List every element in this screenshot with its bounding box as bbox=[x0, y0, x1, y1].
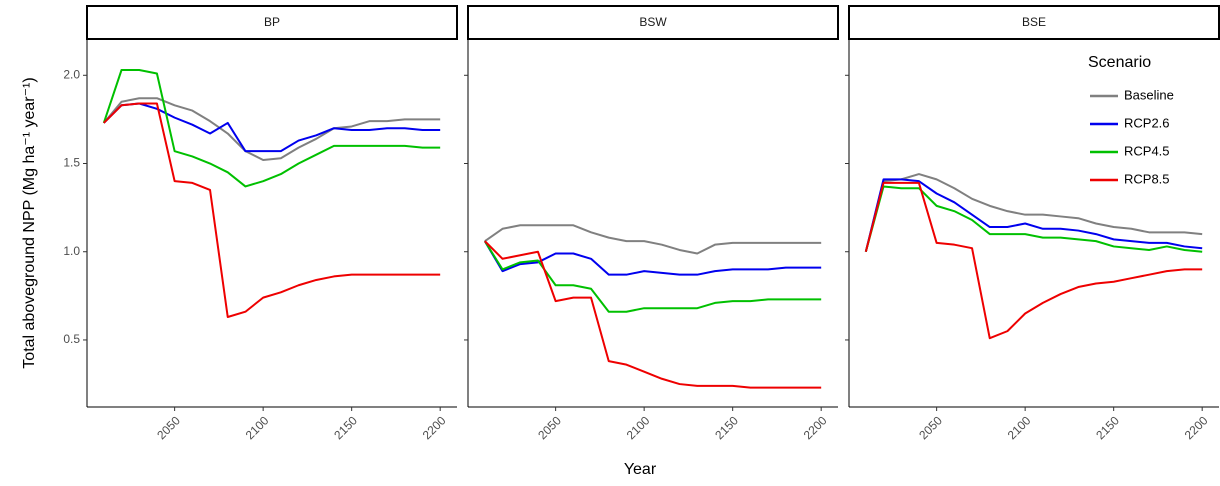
y-tick-label: 1.5 bbox=[63, 156, 80, 170]
x-tick-label: 2150 bbox=[331, 413, 360, 442]
y-tick-label: 0.5 bbox=[63, 332, 80, 346]
series-line bbox=[103, 97, 441, 161]
x-tick-label: 2100 bbox=[624, 413, 653, 442]
series-line bbox=[483, 240, 822, 313]
series-line bbox=[103, 102, 441, 153]
series-line bbox=[864, 181, 1203, 340]
x-tick-label: 2200 bbox=[801, 413, 830, 442]
series-line bbox=[864, 178, 1203, 252]
x-tick-label: 2050 bbox=[916, 413, 945, 442]
series-line bbox=[483, 240, 822, 276]
facet-strip bbox=[86, 5, 458, 40]
y-tick-label: 1.0 bbox=[63, 244, 80, 258]
series-line bbox=[103, 102, 441, 319]
facet-title: BP bbox=[264, 15, 280, 29]
series-line bbox=[102, 69, 441, 188]
facet-strip bbox=[467, 5, 839, 40]
x-tick-label: 2200 bbox=[420, 413, 449, 442]
facet-title: BSW bbox=[639, 15, 667, 29]
y-tick-label: 2.0 bbox=[63, 67, 80, 81]
x-tick-label: 2150 bbox=[1093, 413, 1122, 442]
x-tick-label: 2050 bbox=[154, 413, 183, 442]
y-axis-title: Total aboveground NPP (Mg ha⁻¹ year⁻¹) bbox=[21, 77, 38, 368]
facet-strip bbox=[848, 5, 1220, 40]
legend-title: Scenario bbox=[1088, 54, 1151, 71]
series-line bbox=[864, 173, 1203, 252]
x-axis-title: Year bbox=[624, 461, 657, 478]
legend-label: Baseline bbox=[1124, 87, 1174, 102]
legend-label: RCP8.5 bbox=[1124, 171, 1170, 186]
x-tick-label: 2050 bbox=[535, 413, 564, 442]
series-line bbox=[484, 224, 822, 255]
x-tick-label: 2150 bbox=[712, 413, 741, 442]
x-tick-label: 2200 bbox=[1182, 413, 1211, 442]
legend-label: RCP2.6 bbox=[1124, 115, 1170, 130]
facet-title: BSE bbox=[1022, 15, 1046, 29]
x-tick-label: 2100 bbox=[1005, 413, 1034, 442]
legend-label: RCP4.5 bbox=[1124, 143, 1170, 158]
x-tick-label: 2100 bbox=[243, 413, 272, 442]
series-line bbox=[484, 240, 822, 389]
